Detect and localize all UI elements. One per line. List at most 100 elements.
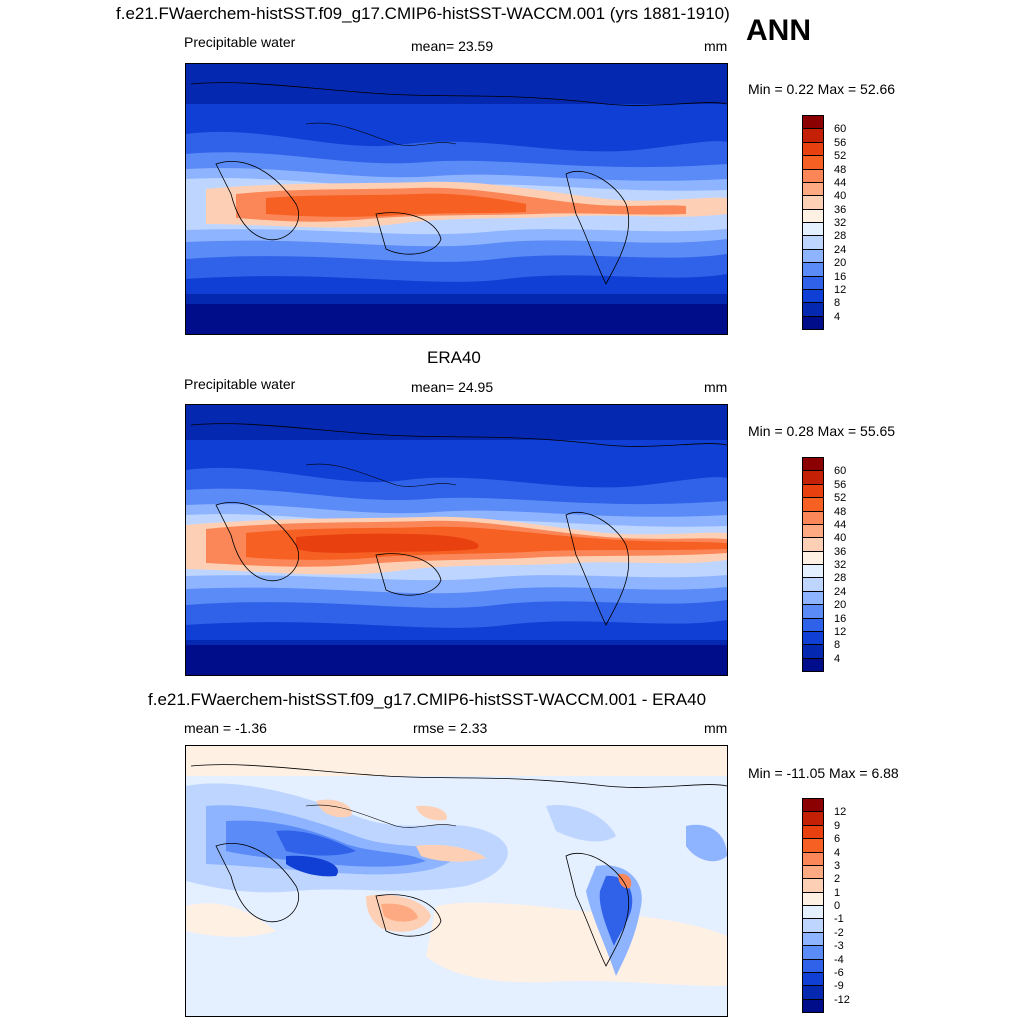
colorbar-tick-label: 6 xyxy=(834,833,841,846)
colorbar-tick-label: 32 xyxy=(834,559,847,571)
colorbar-swatch xyxy=(802,998,824,1013)
colorbar-swatch xyxy=(802,931,824,947)
colorbar-tick-label: 36 xyxy=(834,545,847,558)
colorbar-tick-label: 24 xyxy=(834,585,847,598)
colorbar-tick-label: 40 xyxy=(834,532,847,545)
colorbar-swatch xyxy=(802,208,824,223)
colorbar-tick-label: 16 xyxy=(834,270,847,283)
colorbar-swatch xyxy=(802,222,824,237)
colorbar-swatch xyxy=(802,985,824,1000)
colorbar-tick-label: 12 xyxy=(834,625,847,638)
colorbar-swatch xyxy=(802,497,824,512)
panel3-map xyxy=(185,745,728,1017)
colorbar-tick-label: 56 xyxy=(834,136,847,149)
colorbar-swatch xyxy=(802,168,824,183)
colorbar-swatch xyxy=(802,811,824,826)
panel1-map xyxy=(185,63,728,335)
panel1-minmax-label: Min = 0.22 Max = 52.66 xyxy=(748,81,896,97)
panel3-rmse-label: rmse = 2.33 xyxy=(413,720,488,736)
colorbar-swatch xyxy=(802,918,824,933)
colorbar-tick-label: 24 xyxy=(834,243,847,256)
colorbar-tick-label: 60 xyxy=(834,123,847,136)
panel3-mean-label: mean = -1.36 xyxy=(184,720,267,736)
colorbar-swatch xyxy=(802,141,824,157)
colorbar-swatch xyxy=(802,617,824,632)
colorbar-swatch xyxy=(802,798,824,813)
colorbar-swatch xyxy=(802,604,824,619)
colorbar-swatch xyxy=(802,905,824,920)
colorbar-swatch xyxy=(802,577,824,592)
colorbar-swatch xyxy=(802,302,824,317)
colorbar-tick-label: 4 xyxy=(834,652,841,665)
colorbar-tick-label: 28 xyxy=(834,572,847,585)
colorbar-swatch xyxy=(802,115,824,130)
colorbar-swatch xyxy=(802,510,824,525)
colorbar-swatch xyxy=(802,878,824,893)
colorbar-tick-label: 52 xyxy=(834,492,847,505)
colorbar-swatch xyxy=(802,864,824,880)
colorbar-swatch xyxy=(802,564,824,579)
panel1-mean-label: mean= 23.59 xyxy=(411,38,494,54)
colorbar-tick-label: 60 xyxy=(834,465,847,478)
colorbar-tick-label: -2 xyxy=(834,926,844,939)
colorbar-tick-label: 56 xyxy=(834,478,847,491)
panel3-title: f.e21.FWaerchem-histSST.f09_g17.CMIP6-hi… xyxy=(148,690,707,709)
colorbar-tick-label: 44 xyxy=(834,176,847,189)
panel2-map xyxy=(185,404,728,676)
colorbar-swatch xyxy=(802,945,824,960)
colorbar-swatch xyxy=(802,550,824,565)
colorbar-tick-label: -12 xyxy=(834,993,850,1006)
colorbar-tick-label: 52 xyxy=(834,150,847,163)
colorbar-tick-label: 8 xyxy=(834,639,841,652)
colorbar-swatch xyxy=(802,851,824,866)
colorbar-swatch xyxy=(802,958,824,973)
colorbar-tick-label: 0 xyxy=(834,900,841,912)
colorbar-swatch xyxy=(802,315,824,330)
panel2-colorbar: 60 56 52 48 44 40 36 32 28 24 20 16 12 8 4 xyxy=(802,457,862,672)
colorbar-tick-label: 16 xyxy=(834,612,847,625)
colorbar-swatch xyxy=(802,644,824,659)
colorbar-swatch xyxy=(802,523,824,539)
panel2-units-label: mm xyxy=(704,379,728,395)
colorbar-swatch xyxy=(802,470,824,485)
colorbar-tick-label: -1 xyxy=(834,913,844,926)
panel2-mean-label: mean= 24.95 xyxy=(411,379,494,395)
colorbar-swatch xyxy=(802,128,824,143)
colorbar-tick-label: 36 xyxy=(834,203,847,216)
colorbar-tick-label: 48 xyxy=(834,505,847,518)
colorbar-tick-label: 40 xyxy=(834,190,847,203)
colorbar-tick-label: 9 xyxy=(834,819,841,832)
colorbar-swatch xyxy=(802,195,824,210)
colorbar-swatch xyxy=(802,235,824,250)
colorbar-swatch xyxy=(802,275,824,290)
panel2-title: ERA40 xyxy=(427,348,481,367)
colorbar-swatch xyxy=(802,971,824,987)
colorbar-tick-label: 3 xyxy=(834,859,841,872)
colorbar-swatch xyxy=(802,288,824,304)
colorbar-swatch xyxy=(802,824,824,840)
colorbar-tick-label: -9 xyxy=(834,980,844,993)
colorbar-tick-label: 4 xyxy=(834,310,841,323)
colorbar-swatch xyxy=(802,262,824,277)
colorbar-swatch xyxy=(802,483,824,499)
colorbar-swatch xyxy=(802,891,824,906)
colorbar-swatch xyxy=(802,657,824,672)
panel3-colorbar: 12 9 6 4 3 2 1 0 -1 -2 -3 -4 -6 -9 -12 xyxy=(802,798,862,1013)
colorbar-swatch xyxy=(802,248,824,264)
colorbar-tick-label: 2 xyxy=(834,873,841,886)
colorbar-tick-label: 12 xyxy=(834,806,847,819)
colorbar-tick-label: 8 xyxy=(834,297,841,310)
colorbar-swatch xyxy=(802,181,824,197)
colorbar-swatch xyxy=(802,457,824,472)
colorbar-tick-label: 20 xyxy=(834,257,847,270)
colorbar-tick-label: 44 xyxy=(834,518,847,531)
colorbar-swatch xyxy=(802,590,824,606)
colorbar-tick-label: 4 xyxy=(834,846,841,859)
colorbar-tick-label: 28 xyxy=(834,230,847,243)
season-label: ANN xyxy=(746,14,811,47)
panel2-variable-label: Precipitable water xyxy=(184,376,296,392)
colorbar-tick-label: 32 xyxy=(834,217,847,229)
colorbar-tick-label: 1 xyxy=(834,886,841,899)
colorbar-tick-label: 48 xyxy=(834,163,847,176)
colorbar-swatch xyxy=(802,838,824,853)
